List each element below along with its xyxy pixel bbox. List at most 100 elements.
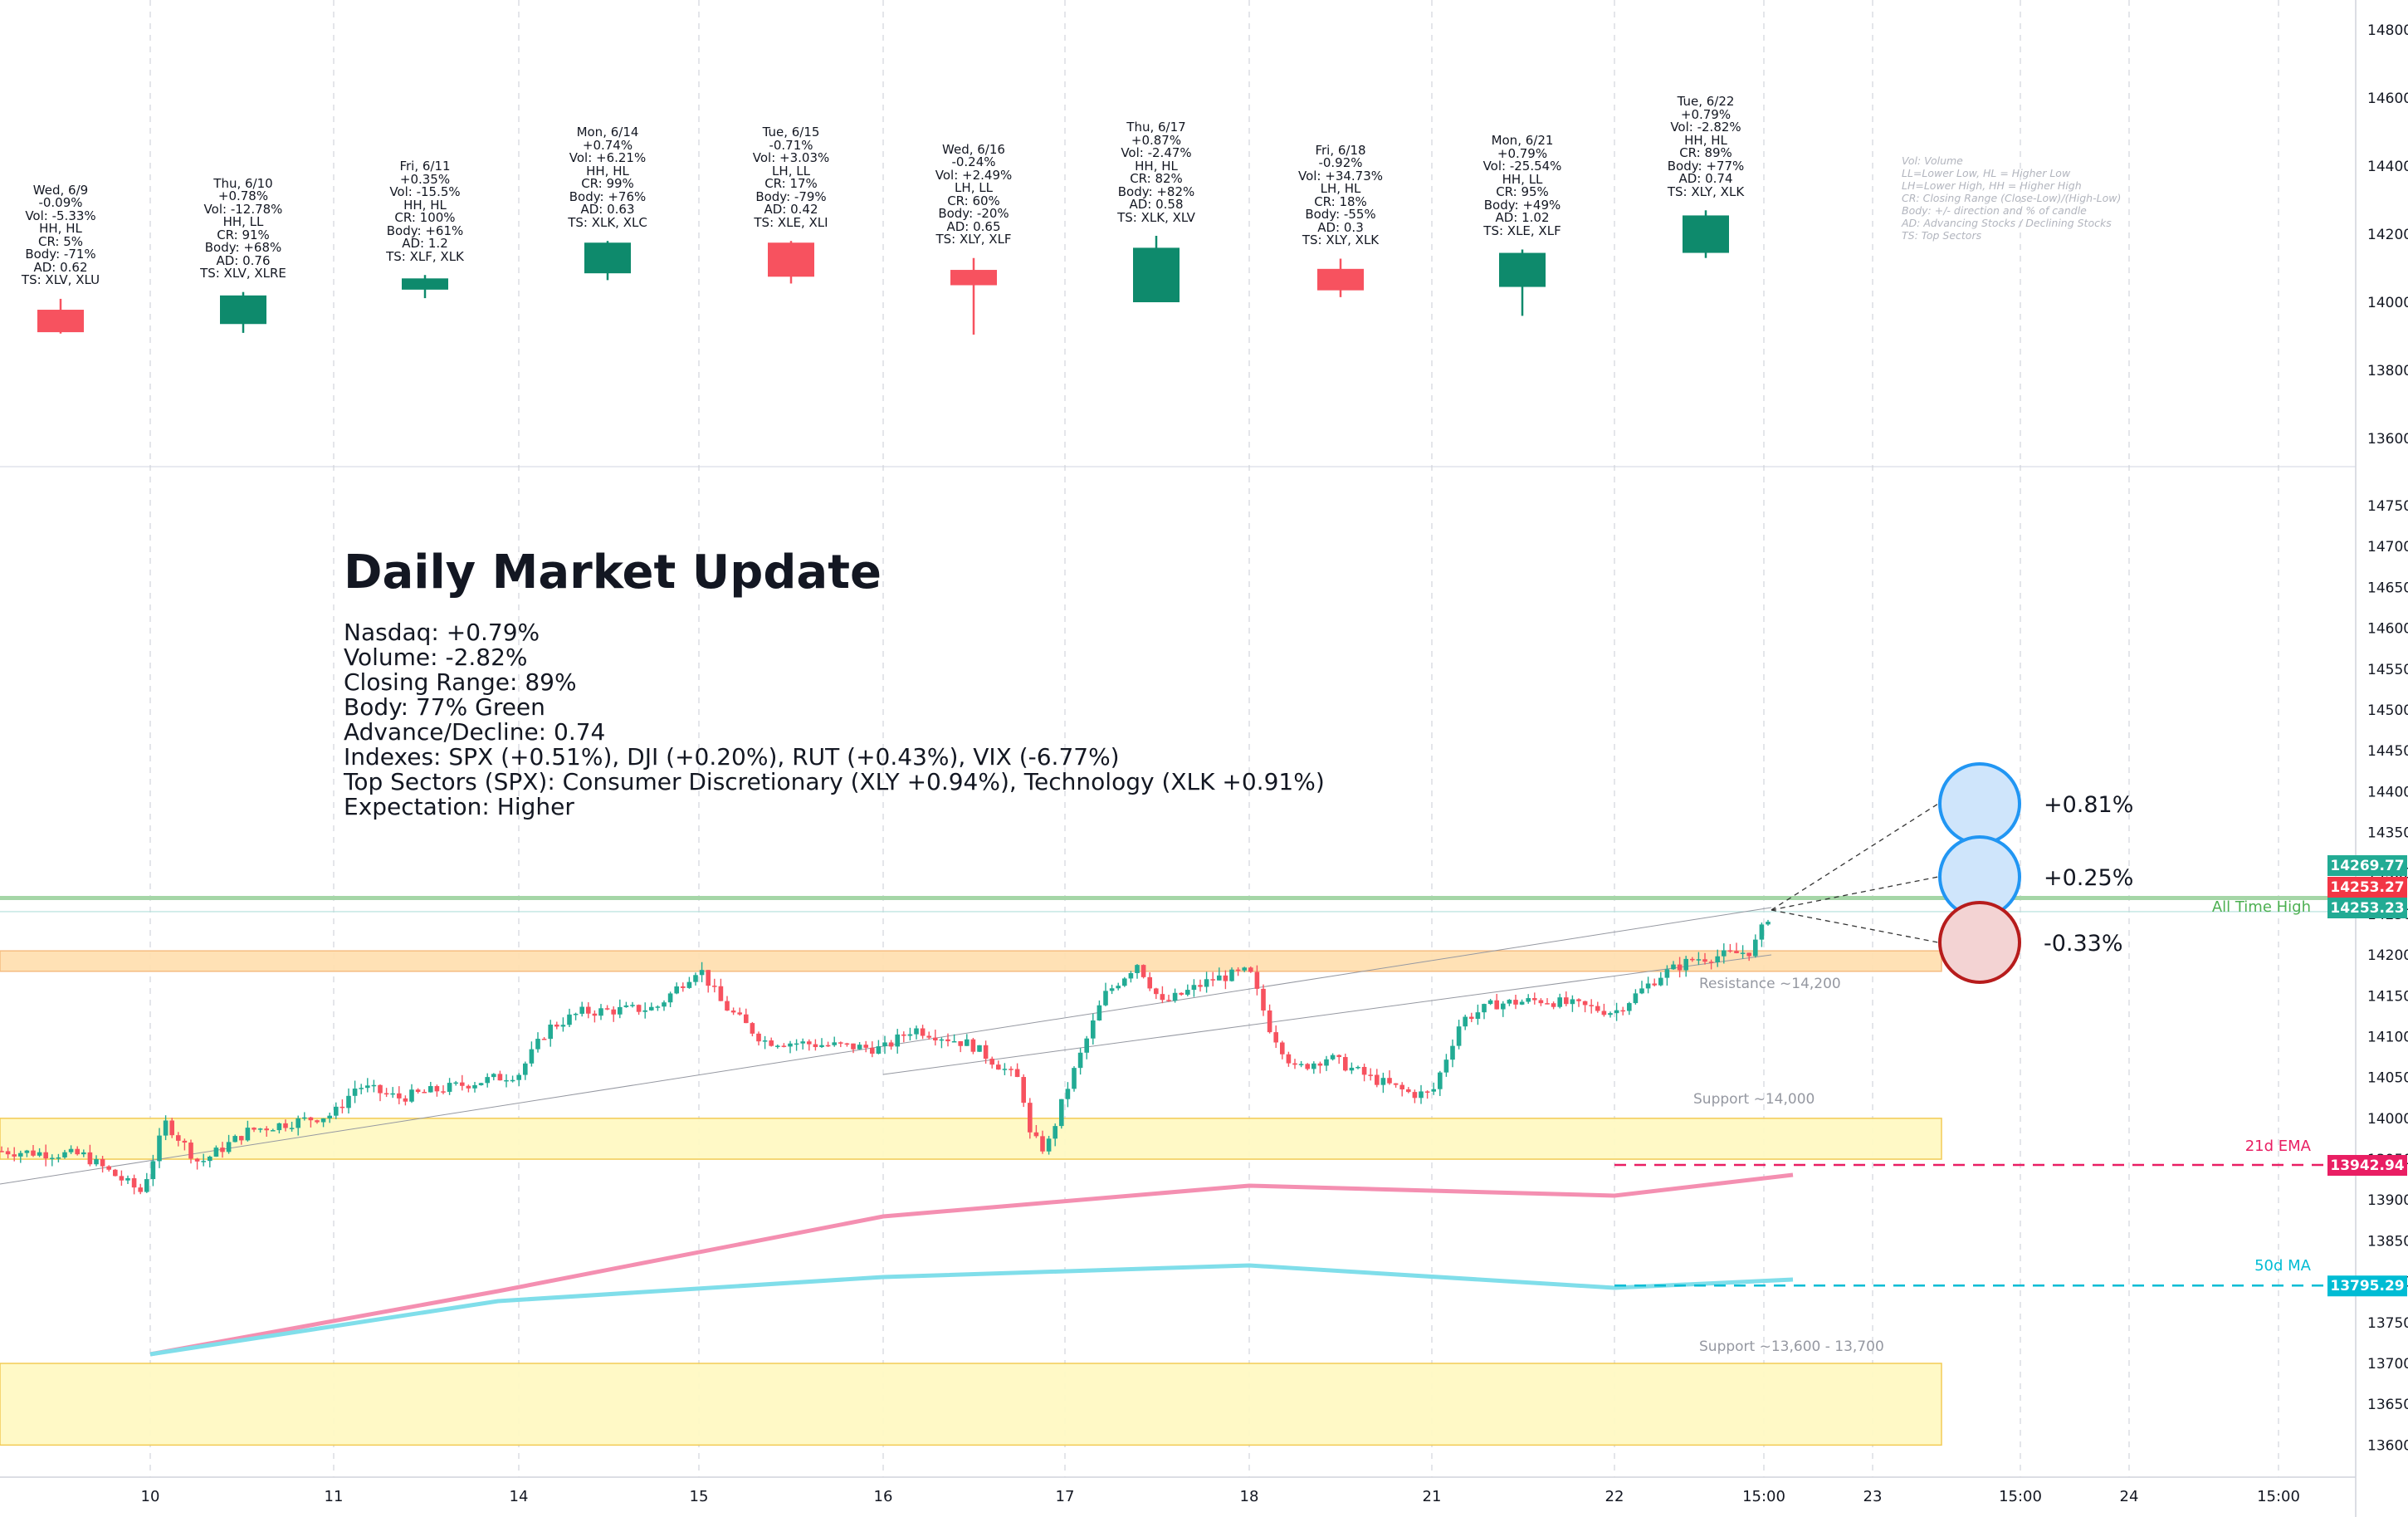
intraday-candle — [1746, 952, 1751, 957]
daily-annotation-line: Wed, 6/9 — [32, 182, 89, 198]
intraday-candle — [1280, 1042, 1285, 1055]
intraday-candle — [403, 1098, 408, 1102]
all-time-high-label: All Time High — [2212, 898, 2311, 916]
daily-annotation-line: Vol: +3.03% — [752, 150, 830, 166]
intraday-candle — [983, 1045, 989, 1059]
intraday-candle — [1570, 999, 1575, 1005]
intraday-candle — [989, 1059, 994, 1065]
intraday-candle — [1393, 1083, 1399, 1085]
intraday-candle — [138, 1187, 143, 1192]
intraday-candle — [699, 970, 705, 976]
price-tick-label: 13600.00 — [2367, 431, 2408, 448]
intraday-candle — [1097, 1005, 1102, 1020]
projection-circle — [1938, 901, 2021, 984]
daily-annotation-line: CR: 95% — [1496, 184, 1549, 200]
intraday-candle — [807, 1041, 812, 1045]
daily-annotation-line: AD: 0.3 — [1317, 219, 1364, 235]
intraday-candle — [182, 1140, 188, 1143]
intraday-candle — [920, 1028, 926, 1036]
intraday-candle — [245, 1128, 251, 1141]
projection-targets: +0.81% +0.25% -0.33% — [1771, 762, 2133, 984]
intraday-candle — [914, 1028, 919, 1035]
daily-annotation: Thu, 6/10 +0.78% Vol: -12.78% HH, LL CR: 91%… — [200, 177, 286, 281]
daily-annotation: Wed, 6/9 -0.09% Vol: -5.33% HH, HL CR: 5% Bod… — [22, 184, 100, 287]
intraday-candle — [1077, 1052, 1083, 1069]
intraday-candle — [157, 1135, 162, 1162]
intraday-candle — [163, 1120, 169, 1136]
time-axis[interactable]: 10 11 14 15 16 17 18 21 22 15:00 23 15:00 24 15:00 — [141, 1488, 2300, 1505]
intraday-candle — [100, 1158, 105, 1167]
intraday-candle — [1305, 1064, 1310, 1069]
intraday-candle — [428, 1086, 433, 1093]
intraday-candle — [1248, 967, 1253, 972]
intraday-candle — [232, 1136, 237, 1143]
price-tick-label: 13900.00 — [2367, 1192, 2408, 1209]
intraday-candle — [1179, 992, 1184, 995]
intraday-candle — [1040, 1136, 1045, 1152]
daily-annotation-line: AD: 0.63 — [580, 202, 635, 218]
intraday-candle — [1645, 983, 1651, 989]
intraday-candle — [239, 1136, 244, 1141]
intraday-candle — [951, 1041, 957, 1043]
intraday-candle — [1538, 1000, 1544, 1004]
time-tick-label: 15:00 — [2257, 1488, 2300, 1505]
daily-annotation-line: CR: 99% — [581, 176, 634, 192]
daily-candle — [584, 242, 631, 274]
intraday-candle — [24, 1150, 30, 1153]
intraday-candle — [1671, 964, 1676, 970]
intraday-candle — [144, 1179, 149, 1192]
intraday-candle — [1217, 975, 1222, 981]
daily-annotation-line: Tue, 6/22 — [1677, 94, 1735, 110]
intraday-candle — [1242, 967, 1247, 971]
daily-annotation-line: -0.92% — [1318, 155, 1363, 171]
intraday-candle — [1172, 992, 1178, 1001]
intraday-candle — [573, 1013, 579, 1015]
intraday-candle — [1526, 998, 1531, 1002]
daily-candle — [1683, 215, 1729, 253]
update-line: Closing Range: 89% — [344, 668, 577, 696]
intraday-candle — [636, 1005, 642, 1012]
intraday-candle — [1033, 1132, 1039, 1137]
intraday-candle — [769, 1040, 774, 1046]
intraday-candle — [706, 970, 711, 986]
daily-annotation-line: Vol: -25.54% — [1482, 159, 1562, 174]
daily-annotation-line: +0.79% — [1497, 145, 1548, 161]
intraday-candle — [794, 1043, 799, 1045]
daily-annotation-line: Fri, 6/11 — [399, 159, 451, 174]
intraday-candle — [1564, 997, 1569, 1005]
intraday-candle — [863, 1045, 868, 1048]
intraday-candle — [5, 1151, 11, 1155]
projection-arrow — [1771, 803, 1939, 911]
daily-annotation-line: Vol: -2.82% — [1670, 120, 1741, 135]
intraday-candle — [125, 1178, 130, 1181]
price-tick-label: 14750.00 — [2367, 498, 2408, 515]
intraday-candle — [0, 1151, 4, 1152]
intraday-candle — [977, 1045, 982, 1052]
daily-candle — [1317, 268, 1364, 291]
price-axis[interactable]: 14800.00 14600.00 14400.00 14200.00 14000.00… — [2327, 22, 2408, 1454]
price-badge — [2327, 1154, 2407, 1176]
intraday-candle — [31, 1150, 36, 1156]
intraday-candle — [18, 1152, 23, 1157]
projection-label: +0.81% — [2044, 792, 2133, 818]
update-line: Top Sectors (SPX): Consumer Discretionar… — [344, 768, 1325, 795]
intraday-candle — [712, 986, 717, 987]
update-line: Advance/Decline: 0.74 — [344, 718, 606, 746]
projection-circle — [1938, 762, 2021, 845]
intraday-candle — [478, 1083, 484, 1085]
intraday-candle — [895, 1034, 900, 1047]
intraday-candle — [510, 1079, 515, 1082]
legend-line: AD: Advancing Stocks / Declining Stocks — [1902, 217, 2112, 229]
intraday-candle — [1229, 969, 1234, 981]
daily-annotation-line: CR: 91% — [217, 227, 270, 242]
intraday-candle — [567, 1014, 572, 1025]
intraday-candle — [1147, 976, 1152, 989]
intraday-candle — [201, 1161, 206, 1162]
daily-annotation-line: +0.78% — [217, 188, 269, 204]
intraday-candle — [276, 1123, 282, 1131]
daily-annotation-line: Body: +61% — [386, 223, 464, 238]
intraday-candle — [1330, 1055, 1336, 1059]
intraday-candle — [516, 1074, 521, 1080]
intraday-candle — [630, 1005, 635, 1006]
time-tick-label: 16 — [874, 1488, 893, 1505]
